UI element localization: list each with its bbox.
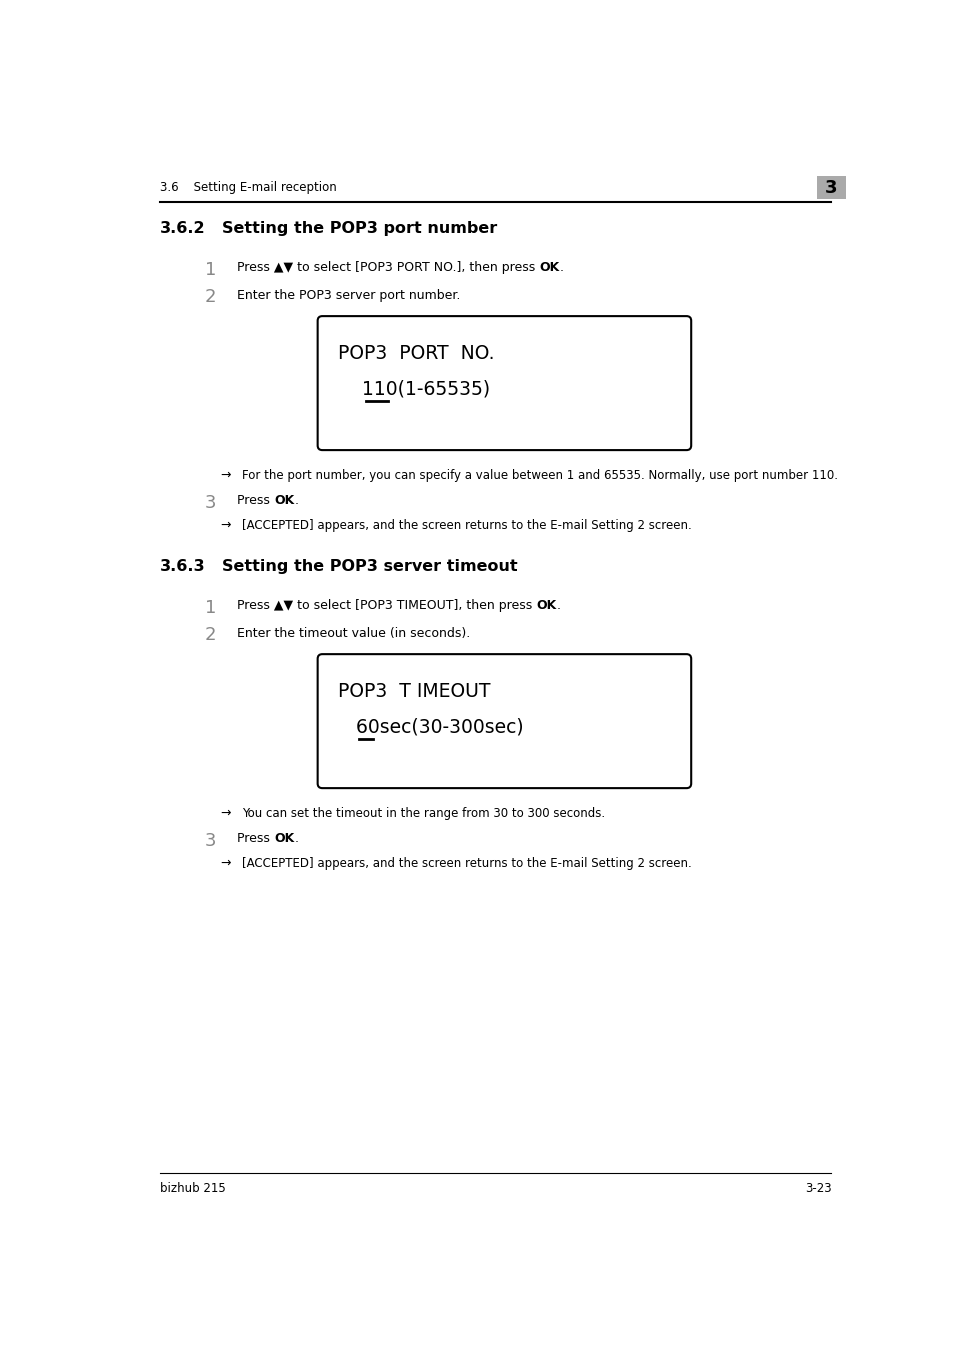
Text: Press ▲▼ to select [POP3 PORT NO.], then press: Press ▲▼ to select [POP3 PORT NO.], then…: [236, 261, 538, 274]
Text: [ACCEPTED] appears, and the screen returns to the E-mail Setting 2 screen.: [ACCEPTED] appears, and the screen retur…: [241, 857, 691, 870]
Text: 3: 3: [205, 832, 216, 850]
Text: →: →: [220, 807, 231, 820]
Text: .: .: [294, 494, 298, 508]
Text: For the port number, you can specify a value between 1 and 65535. Normally, use : For the port number, you can specify a v…: [241, 469, 837, 481]
Text: Setting the POP3 port number: Setting the POP3 port number: [221, 220, 497, 235]
Text: Press ▲▼ to select [POP3 TIMEOUT], then press: Press ▲▼ to select [POP3 TIMEOUT], then …: [236, 598, 536, 612]
Text: Press: Press: [236, 494, 274, 508]
Text: 3-23: 3-23: [804, 1182, 831, 1196]
Text: 3.6.2: 3.6.2: [159, 220, 205, 235]
Text: [ACCEPTED] appears, and the screen returns to the E-mail Setting 2 screen.: [ACCEPTED] appears, and the screen retur…: [241, 519, 691, 532]
Text: OK: OK: [536, 598, 556, 612]
Text: OK: OK: [274, 832, 294, 846]
Text: OK: OK: [274, 494, 294, 508]
Text: 2: 2: [205, 627, 216, 644]
Text: Press: Press: [236, 832, 274, 846]
Text: 1: 1: [205, 598, 216, 616]
Text: .: .: [294, 832, 298, 846]
FancyBboxPatch shape: [317, 654, 691, 788]
Text: Enter the POP3 server port number.: Enter the POP3 server port number.: [236, 289, 460, 301]
Text: 2: 2: [205, 288, 216, 307]
Text: .: .: [559, 261, 563, 274]
Text: 60sec(30-300sec): 60sec(30-300sec): [337, 717, 523, 736]
Text: 1: 1: [205, 261, 216, 278]
Text: Setting the POP3 server timeout: Setting the POP3 server timeout: [221, 559, 517, 574]
Text: 3: 3: [205, 494, 216, 512]
Text: You can set the timeout in the range from 30 to 300 seconds.: You can set the timeout in the range fro…: [241, 807, 604, 820]
Text: Enter the timeout value (in seconds).: Enter the timeout value (in seconds).: [236, 627, 470, 640]
Text: 3: 3: [824, 178, 837, 196]
Text: POP3  T IMEOUT: POP3 T IMEOUT: [337, 682, 490, 701]
FancyBboxPatch shape: [317, 316, 691, 450]
Text: →: →: [220, 857, 231, 870]
Text: 3.6    Setting E-mail reception: 3.6 Setting E-mail reception: [159, 181, 336, 195]
Text: POP3  PORT  NO.: POP3 PORT NO.: [337, 345, 494, 363]
Text: 3.6.3: 3.6.3: [159, 559, 205, 574]
Text: →: →: [220, 469, 231, 481]
Text: .: .: [556, 598, 560, 612]
Text: OK: OK: [538, 261, 559, 274]
FancyBboxPatch shape: [816, 176, 845, 199]
Text: →: →: [220, 519, 231, 532]
Text: 110(1-65535): 110(1-65535): [337, 380, 490, 399]
Text: bizhub 215: bizhub 215: [159, 1182, 225, 1196]
